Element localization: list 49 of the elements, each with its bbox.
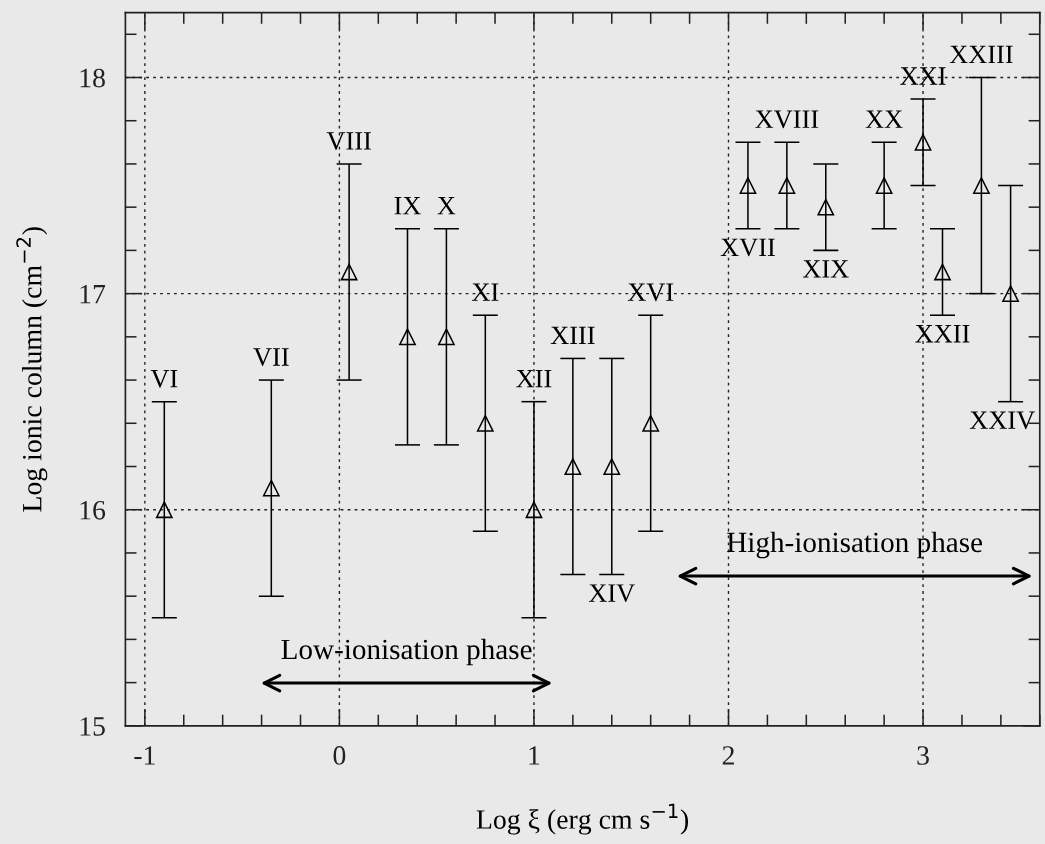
annotation: XII — [516, 369, 552, 388]
point — [155, 501, 173, 519]
annotation: XIII — [550, 326, 595, 345]
annotation: VII — [253, 348, 289, 367]
point — [603, 458, 621, 475]
annotation: High-ionisation phase — [727, 531, 982, 559]
point — [739, 177, 757, 194]
x-tick-label: 0 — [333, 746, 346, 765]
annotation: VIII — [326, 132, 371, 150]
point — [914, 133, 932, 151]
annotation: XIX — [802, 260, 849, 278]
point — [399, 328, 416, 346]
annotation: XXIV — [969, 411, 1035, 430]
annotation: XIV — [588, 584, 635, 603]
point — [934, 263, 951, 281]
annotation: XX — [865, 110, 903, 128]
x-axis-title: Log ξ (erg cm s$^{−1}$) — [476, 803, 689, 835]
x-tick-label: 2 — [722, 746, 734, 765]
x-tick-label: 3 — [917, 746, 929, 765]
annotation: XVIII — [755, 110, 819, 129]
annotation: VI — [150, 369, 178, 388]
point — [642, 414, 660, 432]
annotation: XVII — [720, 238, 775, 257]
point — [438, 328, 455, 346]
y-tick-label: 17 — [80, 284, 106, 304]
annotation: Low-ionisation phase — [281, 638, 532, 666]
y-tick-label: 18 — [80, 68, 105, 88]
y-tick-label: 16 — [80, 500, 106, 520]
point — [262, 479, 280, 497]
point — [340, 263, 358, 281]
point — [525, 501, 543, 519]
point — [817, 198, 835, 216]
point — [476, 414, 494, 432]
annotation: X — [437, 197, 456, 215]
y-axis-title: Log ionic column (cm$^{−2}$) — [16, 227, 48, 512]
point — [778, 177, 796, 194]
annotation: XXII — [915, 325, 970, 343]
y-tick-label: 15 — [80, 717, 105, 736]
annotation: IX — [394, 197, 421, 215]
annotation: XVI — [627, 283, 674, 302]
point — [564, 458, 582, 475]
x-tick-label: 1 — [529, 746, 540, 765]
point — [973, 177, 990, 194]
annotation: XXI — [900, 67, 946, 85]
annotation: XXIII — [949, 45, 1013, 64]
annotation: XI — [471, 283, 499, 301]
point — [875, 177, 893, 194]
x-tick-label: -1 — [134, 746, 155, 765]
point — [1002, 285, 1019, 303]
